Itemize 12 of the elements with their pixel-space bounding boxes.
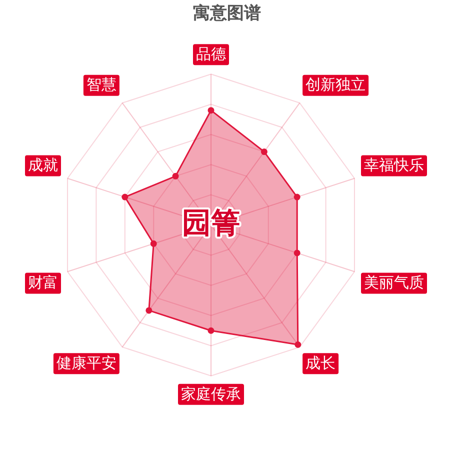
spoke-label: 幸福快乐 <box>364 156 424 174</box>
spoke-label: 健康平安 <box>56 354 116 372</box>
spoke-label: 美丽气质 <box>364 274 424 292</box>
spoke-label: 智慧 <box>86 76 116 94</box>
spoke-label: 创新独立 <box>306 76 366 94</box>
text: 园箐 <box>182 206 240 240</box>
spoke-label: 成就 <box>28 156 58 174</box>
spoke-label: 成长 <box>306 354 336 372</box>
spoke-label: 财富 <box>28 274 58 292</box>
spoke-label: 品德 <box>196 45 226 64</box>
spoke-label: 家庭传承 <box>181 384 241 403</box>
chart-title: 寓意图谱 <box>193 4 261 24</box>
